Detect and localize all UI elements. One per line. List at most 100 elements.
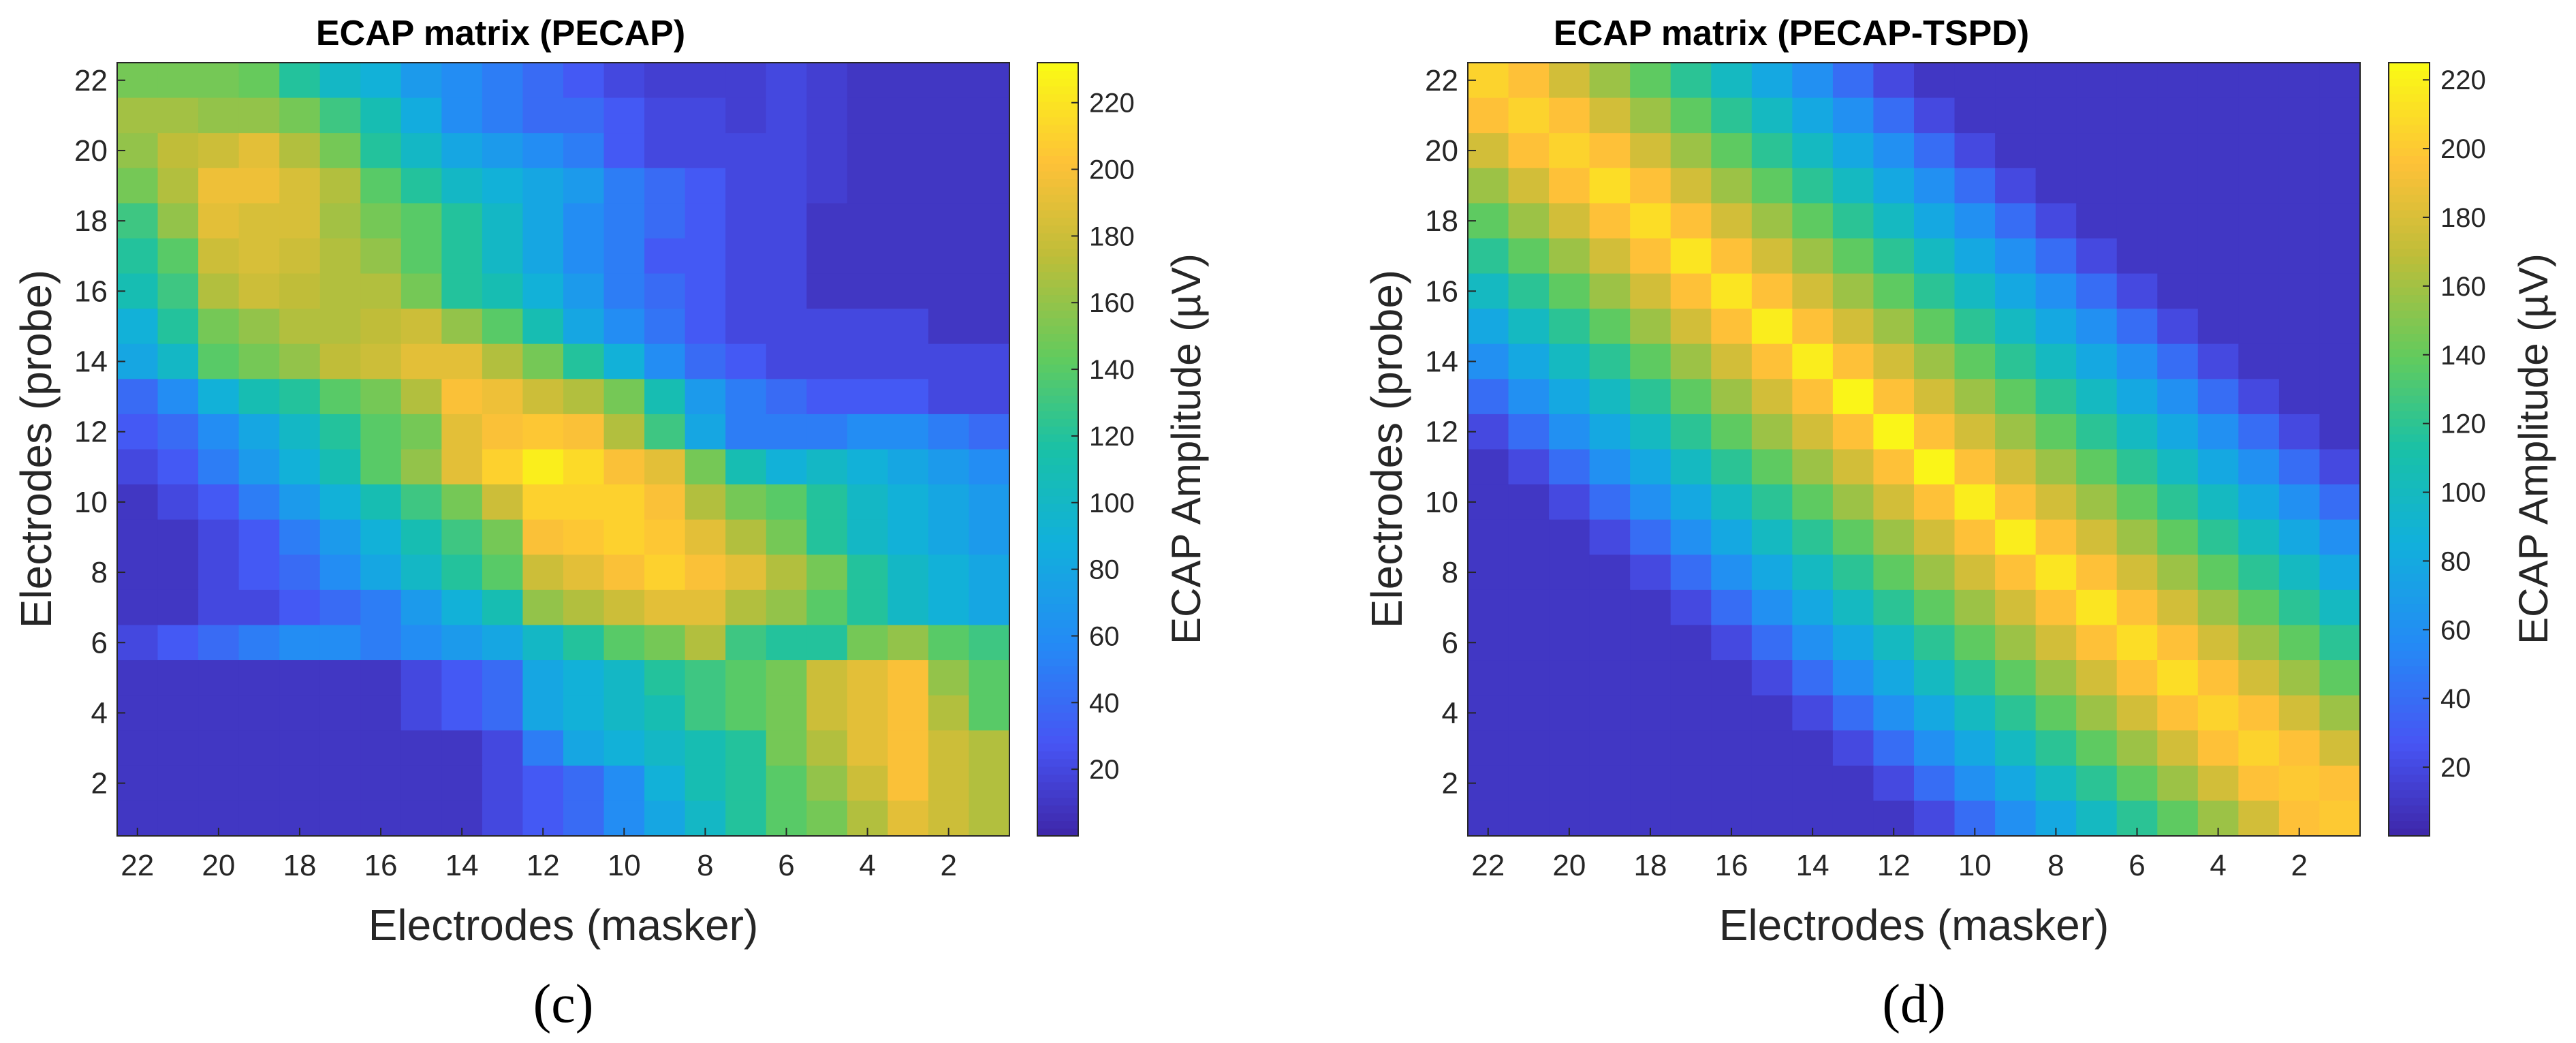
heatmap-cell — [1711, 730, 1753, 766]
heatmap-cell — [157, 660, 199, 696]
colorbar-segment — [2389, 828, 2430, 837]
heatmap-cell — [441, 168, 483, 204]
colorbar-segment — [2389, 426, 2430, 435]
heatmap-cell — [522, 63, 564, 99]
heatmap-cell — [522, 730, 564, 766]
heatmap-cell — [2157, 695, 2199, 731]
heatmap-cell — [319, 343, 361, 379]
heatmap-cell — [1832, 625, 1874, 661]
heatmap-cell — [400, 273, 442, 309]
heatmap-cell — [482, 343, 524, 379]
colorbar-segment — [2389, 465, 2430, 473]
heatmap-cell — [1711, 660, 1753, 696]
heatmap-cell — [279, 273, 321, 309]
heatmap-cell — [685, 168, 726, 204]
heatmap-cell — [1832, 449, 1874, 485]
colorbar-segment — [1037, 527, 1078, 535]
heatmap-cell — [1549, 555, 1590, 591]
heatmap-cell — [198, 63, 240, 99]
heatmap-cell — [766, 273, 807, 309]
heatmap-cell — [1995, 309, 2037, 345]
heatmap-cell — [482, 519, 524, 555]
colorbar-segment — [2389, 109, 2430, 118]
x-tick-label: 2 — [940, 849, 956, 882]
heatmap-cell — [1630, 133, 1671, 169]
heatmap-cell — [2278, 238, 2321, 275]
heatmap-cell — [2116, 238, 2158, 275]
heatmap-cell — [441, 449, 483, 485]
heatmap-cell — [1751, 625, 1793, 661]
colorbar-segment — [1037, 325, 1078, 334]
heatmap-cell — [522, 484, 564, 520]
x-tick-label: 20 — [1552, 849, 1586, 882]
y-tick-label: 20 — [74, 134, 108, 168]
y-tick-label: 10 — [74, 486, 108, 519]
heatmap-cell — [969, 168, 1010, 204]
heatmap-cell — [1995, 343, 2037, 379]
heatmap-cell — [2319, 730, 2361, 766]
colorbar-segment — [2389, 410, 2430, 419]
y-tick-label: 16 — [1425, 275, 1458, 308]
heatmap-cell — [2319, 168, 2361, 204]
colorbar-segment — [2389, 70, 2430, 79]
heatmap-cell — [888, 625, 929, 661]
heatmap-cell — [1508, 800, 1550, 837]
colorbar-segment — [1037, 255, 1078, 264]
heatmap-cell — [1711, 97, 1753, 134]
heatmap-cell — [563, 133, 605, 169]
colorbar-segment — [1037, 696, 1078, 705]
heatmap-cell — [482, 238, 524, 275]
heatmap-cell — [279, 449, 321, 485]
heatmap-cell — [2116, 168, 2158, 204]
heatmap-cell — [238, 133, 280, 169]
heatmap-cell — [2157, 625, 2199, 661]
colorbar-segment — [1037, 109, 1078, 118]
heatmap-cell — [847, 309, 888, 345]
heatmap-cell — [2238, 660, 2280, 696]
heatmap-cell — [2238, 484, 2280, 520]
heatmap-cell — [563, 519, 605, 555]
heatmap-cell — [1873, 273, 1915, 309]
heatmap-cell — [725, 414, 767, 450]
heatmap-cell — [157, 555, 199, 591]
heatmap-cell — [1914, 695, 1955, 731]
heatmap-cell — [1508, 309, 1550, 345]
heatmap-cell — [1751, 168, 1793, 204]
heatmap-cell — [928, 449, 970, 485]
heatmap-cell — [1630, 625, 1671, 661]
heatmap-cell — [482, 695, 524, 731]
y-tick-label: 18 — [74, 204, 108, 238]
panel-c-colorbar — [1037, 63, 1078, 837]
heatmap-cell — [1995, 133, 2037, 169]
heatmap-cell — [1792, 695, 1834, 731]
heatmap-cell — [319, 414, 361, 450]
heatmap-cell — [2238, 133, 2280, 169]
heatmap-cell — [157, 343, 199, 379]
heatmap-cell — [2319, 660, 2361, 696]
heatmap-cell — [1589, 484, 1631, 520]
colorbar-segment — [2389, 132, 2430, 141]
heatmap-cell — [2278, 484, 2321, 520]
heatmap-cell — [238, 800, 280, 837]
heatmap-cell — [1995, 273, 2037, 309]
heatmap-cell — [360, 660, 402, 696]
heatmap-cell — [888, 133, 929, 169]
heatmap-cell — [522, 168, 564, 204]
heatmap-cell — [1751, 238, 1793, 275]
heatmap-cell — [847, 765, 888, 802]
colorbar-segment — [2389, 356, 2430, 365]
heatmap-cell — [2157, 238, 2199, 275]
heatmap-cell — [2197, 765, 2239, 802]
heatmap-cell — [2116, 555, 2158, 591]
heatmap-cell — [563, 765, 605, 802]
colorbar-segment — [2389, 650, 2430, 659]
heatmap-cell — [319, 519, 361, 555]
heatmap-cell — [563, 273, 605, 309]
heatmap-cell — [1792, 168, 1834, 204]
heatmap-cell — [2157, 589, 2199, 626]
heatmap-cell — [725, 203, 767, 239]
heatmap-cell — [685, 238, 726, 275]
heatmap-cell — [2035, 449, 2077, 485]
heatmap-cell — [238, 449, 280, 485]
heatmap-cell — [319, 309, 361, 345]
